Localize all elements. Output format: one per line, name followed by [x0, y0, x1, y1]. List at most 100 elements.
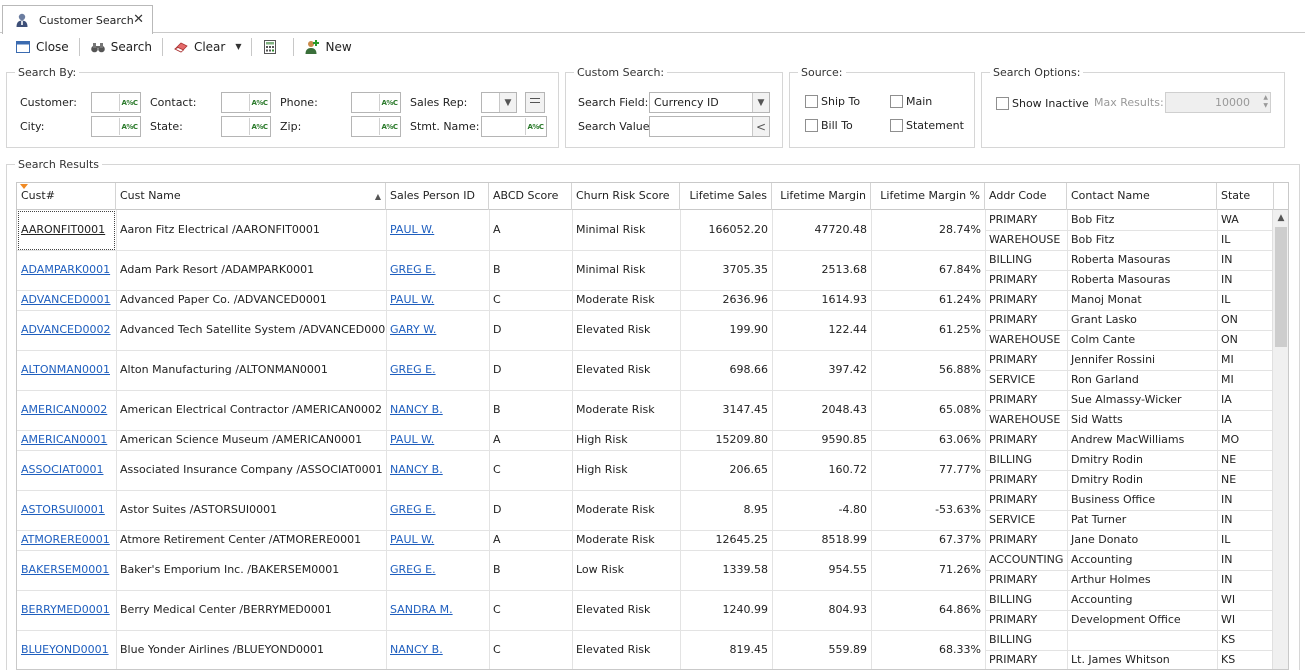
clear-button[interactable]: Clear ▼ — [169, 36, 246, 58]
search-value-field[interactable]: < — [649, 116, 770, 137]
main-checkbox[interactable] — [890, 95, 903, 108]
abcd-cell: C — [493, 293, 501, 306]
sales-person-link[interactable]: GARY W. — [390, 323, 437, 336]
tab-customer-search[interactable]: Customer Search ✕ — [2, 5, 153, 34]
col-header-lifetime-sales[interactable]: Lifetime Sales — [680, 183, 772, 210]
match-mode-icon[interactable]: A%C — [249, 118, 269, 135]
cust-num-link[interactable]: BAKERSEM0001 — [21, 563, 110, 576]
sales-person-link[interactable]: GREG E. — [390, 503, 436, 516]
cust-num-link[interactable]: AMERICAN0001 — [21, 433, 108, 446]
max-results-field[interactable]: 10000 ▲ ▼ — [1165, 92, 1271, 113]
pct-cell: 56.88% — [939, 363, 981, 376]
sales-person-link[interactable]: NANCY B. — [390, 463, 443, 476]
sales-person-link[interactable]: PAUL W. — [390, 293, 435, 306]
zip-field[interactable]: A%C — [351, 116, 401, 137]
churn-cell: Elevated Risk — [576, 323, 651, 336]
search-field-select[interactable]: Currency ID ▼ — [649, 92, 770, 113]
calculator-button[interactable] — [258, 36, 287, 58]
col-header-cust-num[interactable]: Cust# — [17, 183, 116, 210]
sales-person-link[interactable]: GREG E. — [390, 363, 436, 376]
sales-person-link[interactable]: NANCY B. — [390, 403, 443, 416]
search-options-title: Search Options: — [990, 66, 1084, 79]
sales-person-link[interactable]: GREG E. — [390, 263, 436, 276]
row-divider — [17, 430, 1274, 431]
chevron-up-icon[interactable]: ▲ — [1277, 213, 1285, 223]
col-header-abcd-score[interactable]: ABCD Score — [489, 183, 572, 210]
city-field[interactable]: A%C — [91, 116, 141, 137]
churn-cell: Moderate Risk — [576, 293, 655, 306]
phone-field[interactable]: A%C — [351, 92, 401, 113]
chevron-left-icon[interactable]: < — [752, 117, 769, 136]
cust-num-link[interactable]: ASTORSUI0001 — [21, 503, 105, 516]
close-button[interactable]: Close — [11, 36, 73, 58]
cust-num-link[interactable]: ADAMPARK0001 — [21, 263, 111, 276]
cust-num-link[interactable]: ALTONMAN0001 — [21, 363, 110, 376]
column-divider — [116, 210, 117, 669]
scrollbar-thumb[interactable] — [1275, 227, 1287, 347]
chevron-down-icon[interactable]: ▼ — [499, 93, 516, 112]
ship-to-checkbox[interactable] — [805, 95, 818, 108]
sub-row-divider — [985, 370, 1274, 371]
churn-cell: Elevated Risk — [576, 643, 651, 656]
cust-num-link[interactable]: ASSOCIAT0001 — [21, 463, 104, 476]
match-mode-icon[interactable]: A%C — [379, 118, 399, 135]
cust-num-link[interactable]: BLUEYOND0001 — [21, 643, 109, 656]
sales-rep-clear-button[interactable] — [525, 92, 545, 113]
contact-name-cell: Grant Lasko — [1071, 313, 1137, 326]
vertical-scrollbar[interactable]: ▲ — [1272, 210, 1288, 669]
col-header-state[interactable]: State — [1217, 183, 1274, 210]
cust-num-link[interactable]: ADVANCED0002 — [21, 323, 111, 336]
tab-close-icon[interactable]: ✕ — [133, 12, 144, 27]
cust-num-link[interactable]: AMERICAN0002 — [21, 403, 108, 416]
margin-cell: 160.72 — [828, 463, 868, 476]
sales-cell: 166052.20 — [708, 223, 769, 236]
col-header-lifetime-margin[interactable]: Lifetime Margin — [772, 183, 871, 210]
customer-field[interactable]: A%C — [91, 92, 141, 113]
bill-to-checkbox[interactable] — [805, 119, 818, 132]
contact-name-cell: Bob Fitz — [1071, 233, 1115, 246]
spinner-icon[interactable]: ▲ ▼ — [1263, 94, 1268, 109]
statement-checkbox[interactable] — [890, 119, 903, 132]
match-mode-icon[interactable]: A%C — [119, 118, 139, 135]
contact-name-cell: Arthur Holmes — [1071, 573, 1151, 586]
match-mode-icon[interactable]: A%C — [525, 118, 545, 135]
search-button[interactable]: Search — [86, 36, 156, 58]
col-header-cust-name[interactable]: Cust Name ▲ — [116, 183, 386, 210]
sales-person-link[interactable]: PAUL W. — [390, 223, 435, 236]
contact-name-cell: Accounting — [1071, 593, 1133, 606]
city-label: City: — [20, 120, 45, 133]
cust-num-link[interactable]: ATMORERE0001 — [21, 533, 110, 546]
col-header-lifetime-margin-pct[interactable]: Lifetime Margin % — [871, 183, 985, 210]
col-header-contact-name[interactable]: Contact Name — [1067, 183, 1217, 210]
row-divider — [17, 630, 1274, 631]
churn-cell: Moderate Risk — [576, 403, 655, 416]
sales-person-link[interactable]: SANDRA M. — [390, 603, 453, 616]
contact-field[interactable]: A%C — [221, 92, 271, 113]
match-mode-icon[interactable]: A%C — [119, 94, 139, 111]
state-field[interactable]: A%C — [221, 116, 271, 137]
state-cell: IN — [1221, 513, 1233, 526]
sales-person-link[interactable]: PAUL W. — [390, 533, 435, 546]
chevron-down-icon[interactable]: ▼ — [235, 42, 242, 51]
bill-to-label: Bill To — [821, 119, 853, 132]
cust-num-link[interactable]: ADVANCED0001 — [21, 293, 111, 306]
match-mode-icon[interactable]: A%C — [379, 94, 399, 111]
sales-rep-select[interactable]: ▼ — [481, 92, 517, 113]
show-inactive-checkbox[interactable] — [996, 97, 1009, 110]
new-button[interactable]: New — [300, 36, 355, 58]
sales-person-link[interactable]: NANCY B. — [390, 643, 443, 656]
col-header-sales-person[interactable]: Sales Person ID — [386, 183, 489, 210]
focused-cell — [18, 211, 115, 250]
col-header-churn-risk[interactable]: Churn Risk Score — [572, 183, 680, 210]
col-header-addr-code[interactable]: Addr Code — [985, 183, 1067, 210]
sales-person-link[interactable]: GREG E. — [390, 563, 436, 576]
cust-num-link[interactable]: AARONFIT0001 — [21, 223, 106, 236]
stmt-name-field[interactable]: A%C — [481, 116, 547, 137]
chevron-down-icon[interactable]: ▼ — [752, 93, 769, 112]
churn-cell: Elevated Risk — [576, 603, 651, 616]
name-cell: Astor Suites /ASTORSUI0001 — [120, 503, 278, 516]
pct-cell: 61.24% — [939, 293, 981, 306]
match-mode-icon[interactable]: A%C — [249, 94, 269, 111]
sales-person-link[interactable]: PAUL W. — [390, 433, 435, 446]
cust-num-link[interactable]: BERRYMED0001 — [21, 603, 110, 616]
